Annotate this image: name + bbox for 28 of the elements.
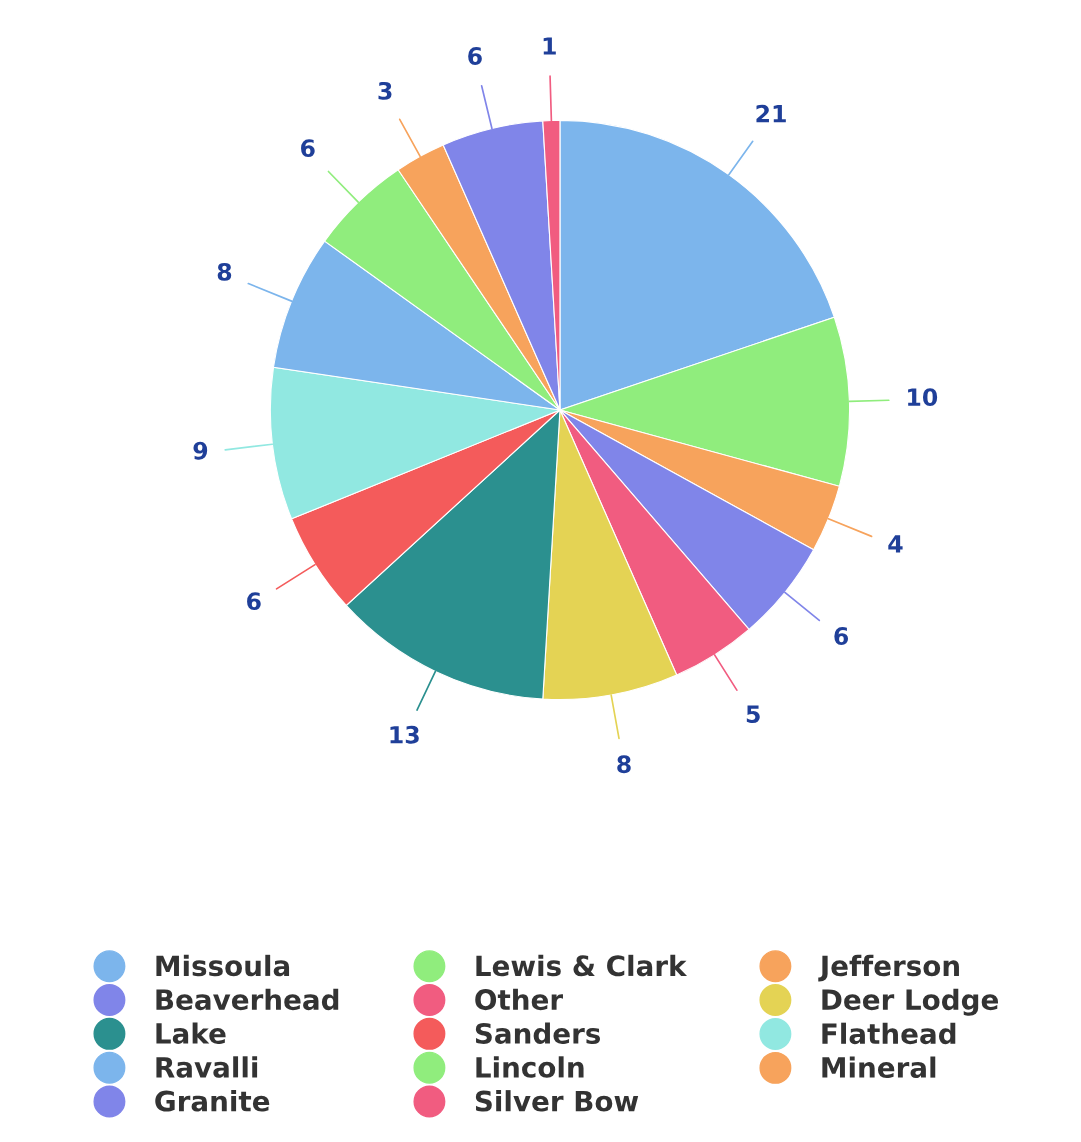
legend-label: Ravalli xyxy=(156,1056,258,1078)
legend-label: Other xyxy=(475,988,563,1011)
data-label: 4 xyxy=(888,535,903,553)
data-label: 3 xyxy=(378,81,392,100)
legend-label: Mineral xyxy=(822,1056,936,1079)
data-label: 6 xyxy=(834,627,849,645)
legend-label: Lake xyxy=(156,1022,226,1044)
legend-label: Deer Lodge xyxy=(822,988,998,1016)
data-label: 8 xyxy=(217,262,232,281)
data-label: 10 xyxy=(908,388,938,407)
data-label: 21 xyxy=(756,104,786,123)
data-label: 5 xyxy=(746,705,760,723)
legend-label: Lincoln xyxy=(476,1056,584,1078)
data-label: 6 xyxy=(247,592,261,611)
data-label: 8 xyxy=(617,755,631,774)
legend-label: Jefferson xyxy=(818,954,959,982)
legend-label: Silver Bow xyxy=(475,1090,639,1112)
data-label: 6 xyxy=(468,47,482,65)
data-label: 13 xyxy=(390,725,419,744)
legend-label: Missoula xyxy=(156,954,290,977)
legend-label: Beaverhead xyxy=(156,988,339,1011)
legend-label: Flathead xyxy=(822,1022,956,1045)
legend-label: Granite xyxy=(155,1090,270,1112)
legend-label: Sanders xyxy=(475,1022,601,1044)
data-label: 9 xyxy=(193,441,208,460)
legend-label: Lewis & Clark xyxy=(476,954,688,977)
data-label: 6 xyxy=(301,139,315,158)
data-label: 1 xyxy=(543,37,556,55)
